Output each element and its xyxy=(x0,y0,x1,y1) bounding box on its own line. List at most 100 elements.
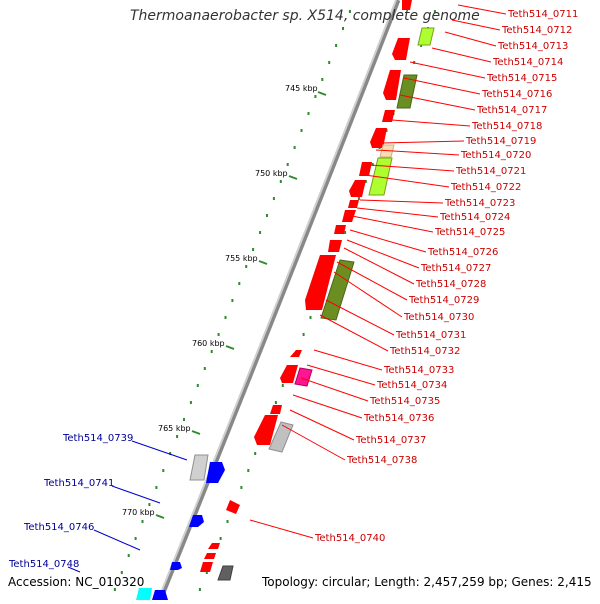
tick-label-765: 765 kbp xyxy=(158,424,191,433)
scale-tick-dot xyxy=(259,231,262,234)
gene-0731[interactable] xyxy=(290,350,302,357)
gene-label-0732[interactable]: Teth514_0732 xyxy=(389,346,460,357)
gene-label-0712[interactable]: Teth514_0712 xyxy=(501,25,572,36)
leader-line-0724 xyxy=(356,207,439,218)
gene-0742[interactable] xyxy=(208,543,220,549)
gene-label-0737[interactable]: Teth514_0737 xyxy=(355,435,426,446)
tick-label-745: 745 kbp xyxy=(285,84,318,93)
gene-0735[interactable] xyxy=(270,405,282,414)
gene-0740[interactable] xyxy=(226,500,240,514)
tick-label-750: 750 kbp xyxy=(255,169,288,178)
gene-label-0717[interactable]: Teth514_0717 xyxy=(476,105,547,116)
gene-label-0722[interactable]: Teth514_0722 xyxy=(450,182,521,193)
gene-label-0725[interactable]: Teth514_0725 xyxy=(434,227,505,238)
cog-block-cyan[interactable] xyxy=(136,588,152,600)
reverse-strand-genes xyxy=(136,454,225,600)
cog-block-green-1[interactable] xyxy=(396,74,418,109)
gene-0727[interactable] xyxy=(328,240,342,252)
gene-0714[interactable] xyxy=(383,70,401,100)
scale-tick-dot xyxy=(120,571,123,574)
leader-line-0730 xyxy=(333,271,403,318)
gene-0712[interactable] xyxy=(392,38,410,60)
cog-block-gray-1[interactable] xyxy=(268,421,294,453)
gene-0716[interactable] xyxy=(382,110,395,122)
gene-0736[interactable] xyxy=(254,415,278,445)
gene-0724[interactable] xyxy=(342,210,356,222)
gene-label-0739[interactable]: Teth514_0739 xyxy=(62,433,133,444)
cog-block-gray-2[interactable] xyxy=(217,565,234,581)
leader-line-0731 xyxy=(325,299,395,336)
gene-label-0723[interactable]: Teth514_0723 xyxy=(444,198,515,209)
gene-0711[interactable] xyxy=(402,0,412,10)
gene-label-0740[interactable]: Teth514_0740 xyxy=(314,533,385,544)
leader-line-0725 xyxy=(351,215,434,233)
gene-label-0714[interactable]: Teth514_0714 xyxy=(492,57,563,68)
gene-label-0721[interactable]: Teth514_0721 xyxy=(455,166,526,177)
scale-tick-dot xyxy=(357,197,360,200)
scale-tick-dot xyxy=(196,384,199,387)
gene-label-0728[interactable]: Teth514_0728 xyxy=(415,279,486,290)
gene-label-0729[interactable]: Teth514_0729 xyxy=(408,295,479,306)
gene-label-0734[interactable]: Teth514_0734 xyxy=(376,380,447,391)
cog-block-green-2[interactable] xyxy=(320,259,355,321)
gene-label-0736[interactable]: Teth514_0736 xyxy=(363,413,434,424)
gene-0748[interactable] xyxy=(152,590,168,600)
genome-backbone-shadow xyxy=(157,0,397,601)
gene-0726[interactable] xyxy=(334,225,346,234)
scale-tick-dot xyxy=(210,350,213,353)
scale-tick-dot xyxy=(307,112,310,115)
gene-label-0738[interactable]: Teth514_0738 xyxy=(346,455,417,466)
gene-label-0716[interactable]: Teth514_0716 xyxy=(481,89,552,100)
gene-0729[interactable] xyxy=(305,255,336,310)
gene-0733[interactable] xyxy=(280,365,298,383)
left-label-lines xyxy=(67,440,188,573)
gene-label-0719[interactable]: Teth514_0719 xyxy=(465,136,536,147)
gene-label-0741[interactable]: Teth514_0741 xyxy=(43,478,114,489)
gene-0722[interactable] xyxy=(349,180,366,197)
gene-0746[interactable] xyxy=(170,562,182,570)
scale-tick-dot xyxy=(328,61,331,64)
leader-line-0716 xyxy=(403,77,481,95)
gene-label-0720[interactable]: Teth514_0720 xyxy=(460,150,531,161)
gene-label-0731[interactable]: Teth514_0731 xyxy=(395,330,466,341)
gene-label-0735[interactable]: Teth514_0735 xyxy=(369,396,440,407)
gene-label-0724[interactable]: Teth514_0724 xyxy=(439,212,510,223)
gene-label-0748[interactable]: Teth514_0748 xyxy=(8,559,79,570)
leader-line-0711 xyxy=(457,4,507,15)
scale-tick-dot xyxy=(155,486,158,489)
scale-tick-dot xyxy=(252,248,255,251)
scale-tick-dot xyxy=(254,452,257,455)
cog-block-lime-1[interactable] xyxy=(417,27,435,46)
scale-tick-dot xyxy=(226,520,229,523)
scale-tick-dot xyxy=(247,469,250,472)
right-gene-labels: Teth514_0711 Teth514_0712 Teth514_0713 Teth… xyxy=(314,9,578,544)
cog-block-lime-2[interactable] xyxy=(368,157,393,196)
genome-backbone xyxy=(157,0,401,601)
right-label-lines xyxy=(249,4,507,539)
gene-label-0726[interactable]: Teth514_0726 xyxy=(427,247,498,258)
scale-tick-dot xyxy=(286,163,289,166)
gene-0723[interactable] xyxy=(348,200,359,208)
gene-0741[interactable] xyxy=(189,515,204,527)
scale-tick-dot xyxy=(148,503,151,506)
gene-block-gray-left[interactable] xyxy=(189,454,209,481)
gene-label-0746[interactable]: Teth514_0746 xyxy=(23,522,94,533)
scale-tick-dot xyxy=(371,163,374,166)
gene-label-0733[interactable]: Teth514_0733 xyxy=(383,365,454,376)
gene-label-0713[interactable]: Teth514_0713 xyxy=(497,41,568,52)
gene-0743[interactable] xyxy=(204,553,216,559)
leader-line-0717 xyxy=(399,94,476,111)
gene-label-0730[interactable]: Teth514_0730 xyxy=(403,312,474,323)
gene-label-0711[interactable]: Teth514_0711 xyxy=(507,9,578,20)
leader-line-0722 xyxy=(364,174,450,188)
gene-0721[interactable] xyxy=(359,162,372,176)
scale-tick-dot xyxy=(134,537,137,540)
gene-label-0718[interactable]: Teth514_0718 xyxy=(471,121,542,132)
gene-label-0715[interactable]: Teth514_0715 xyxy=(486,73,557,84)
cog-block-magenta[interactable] xyxy=(294,367,313,387)
gene-0739[interactable] xyxy=(206,462,225,483)
gene-label-0727[interactable]: Teth514_0727 xyxy=(420,263,491,274)
tick-label-760: 760 kbp xyxy=(192,339,225,348)
leader-line-0733 xyxy=(313,349,383,371)
gene-0744[interactable] xyxy=(200,562,213,572)
